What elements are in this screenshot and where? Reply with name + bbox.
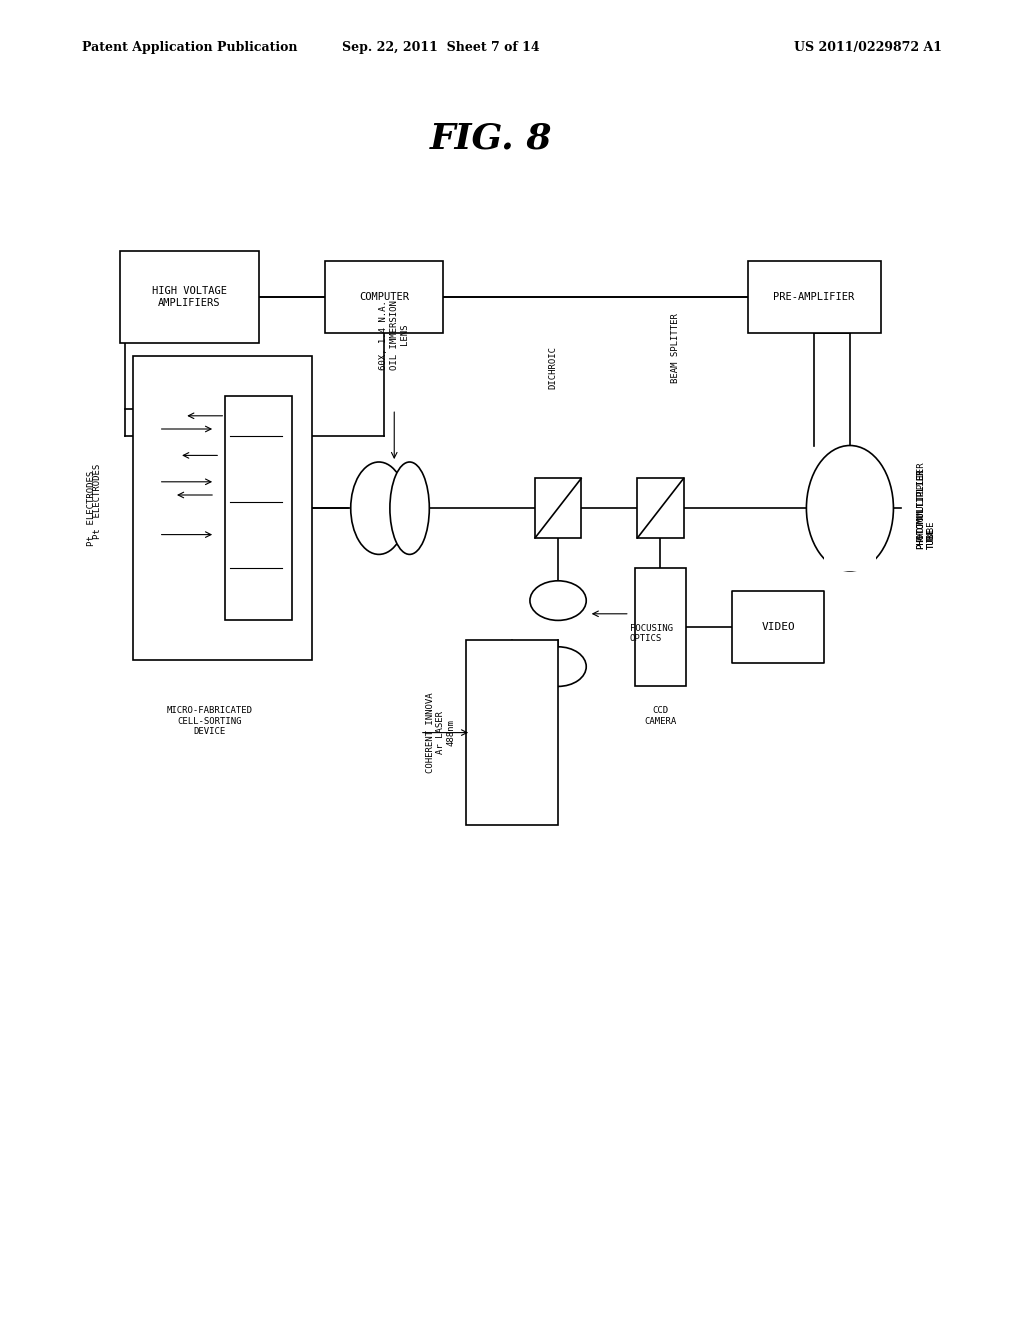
Text: PRE-AMPLIFIER: PRE-AMPLIFIER — [773, 292, 855, 302]
Text: HIGH VOLTAGE
AMPLIFIERS: HIGH VOLTAGE AMPLIFIERS — [152, 286, 227, 308]
Ellipse shape — [807, 446, 893, 572]
Text: Pt  ELECTRODES: Pt ELECTRODES — [93, 463, 101, 540]
Bar — [824, 495, 876, 570]
Bar — [732, 590, 824, 663]
Bar — [326, 260, 442, 333]
Bar — [133, 356, 312, 660]
Bar — [635, 568, 686, 686]
Text: FIG. 8: FIG. 8 — [430, 121, 553, 156]
Bar — [121, 251, 258, 343]
Text: COHERENT INNOVA
Ar LASER
488nm: COHERENT INNOVA Ar LASER 488nm — [426, 692, 456, 774]
Bar — [748, 260, 881, 333]
Text: BEAM SPLITTER: BEAM SPLITTER — [672, 313, 680, 383]
Bar — [466, 640, 558, 825]
Text: PHOTOMULTIPLIER
TUBE: PHOTOMULTIPLIER TUBE — [916, 461, 936, 543]
Text: US 2011/0229872 A1: US 2011/0229872 A1 — [794, 41, 942, 54]
Ellipse shape — [350, 462, 408, 554]
Bar — [225, 396, 292, 620]
Text: PHOTOMULTIPLIER
TUBE: PHOTOMULTIPLIER TUBE — [916, 467, 936, 549]
Text: VIDEO: VIDEO — [762, 622, 795, 632]
Text: DICHROIC: DICHROIC — [549, 346, 557, 389]
Bar — [637, 478, 684, 539]
Ellipse shape — [530, 581, 586, 620]
Text: CCD
CAMERA: CCD CAMERA — [644, 706, 677, 726]
Ellipse shape — [390, 462, 429, 554]
Text: COMPUTER: COMPUTER — [359, 292, 409, 302]
Bar — [536, 478, 582, 539]
Text: Pt  ELECTRODES: Pt ELECTRODES — [87, 470, 96, 546]
Text: Patent Application Publication: Patent Application Publication — [82, 41, 297, 54]
Text: PHOTOMULTIPLIER
TUBE: PHOTOMULTIPLIER TUBE — [916, 467, 936, 549]
Text: Sep. 22, 2011  Sheet 7 of 14: Sep. 22, 2011 Sheet 7 of 14 — [342, 41, 539, 54]
Text: FOCUSING
OPTICS: FOCUSING OPTICS — [630, 624, 673, 643]
Ellipse shape — [530, 647, 586, 686]
Text: MICRO-FABRICATED
CELL-SORTING
DEVICE: MICRO-FABRICATED CELL-SORTING DEVICE — [167, 706, 253, 737]
Text: 60X, 1.4 N.A.
OIL IMMERSION
LENS: 60X, 1.4 N.A. OIL IMMERSION LENS — [379, 300, 410, 370]
